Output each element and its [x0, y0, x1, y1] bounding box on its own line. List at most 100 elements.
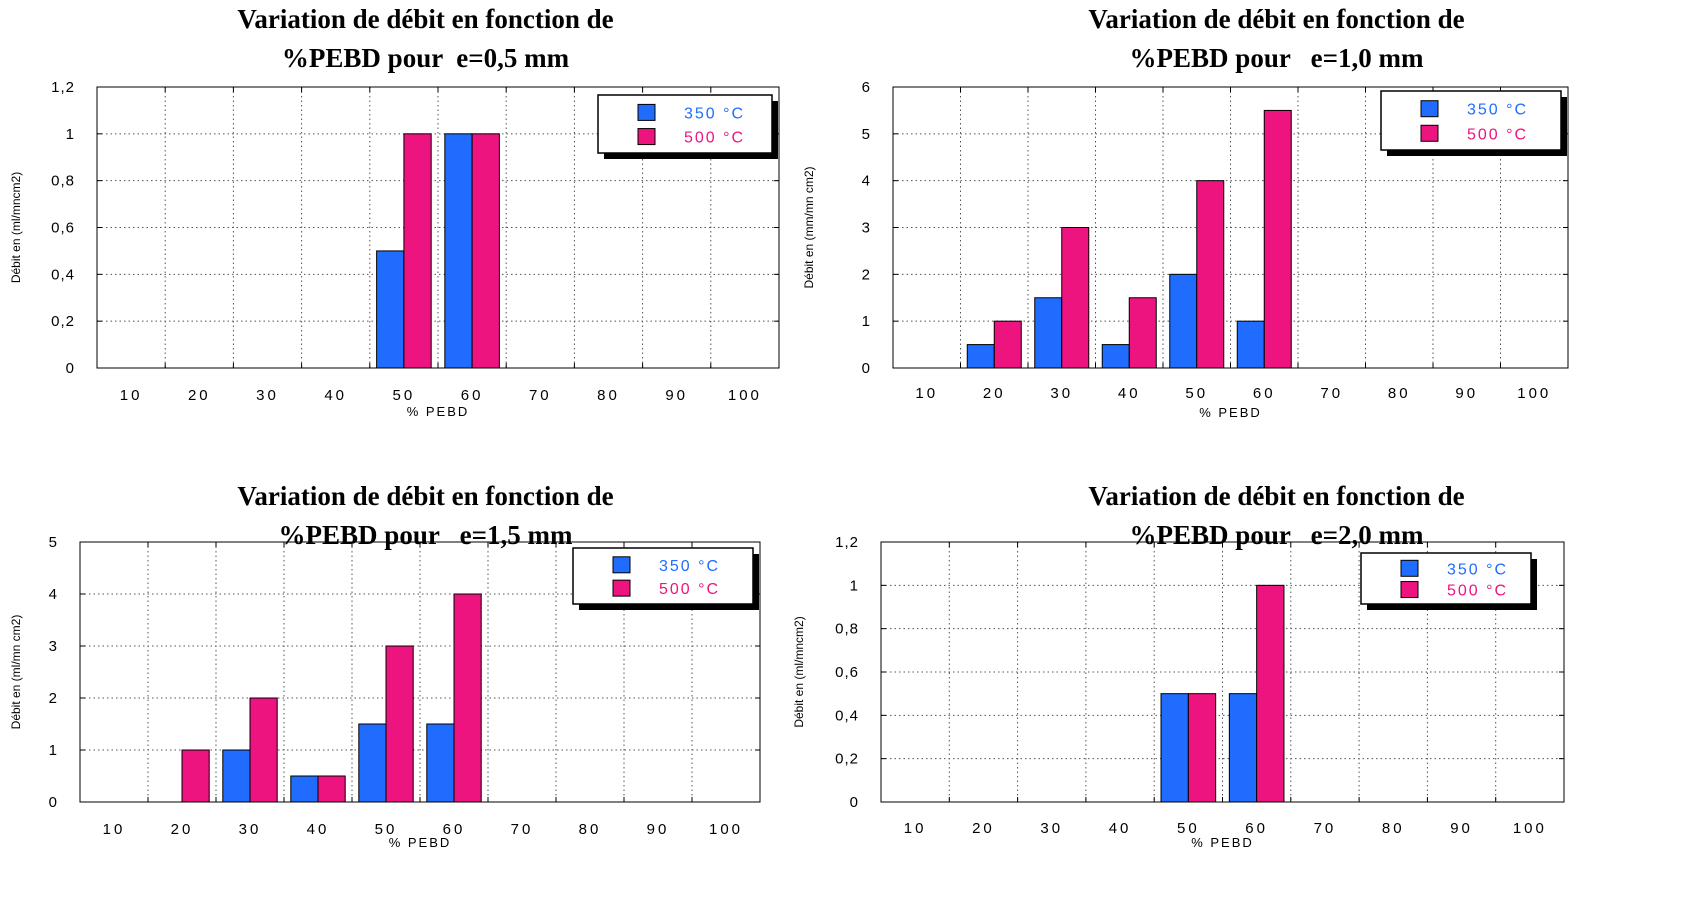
legend-swatch-350 — [637, 103, 656, 121]
y-tick-label: 5 — [49, 534, 58, 551]
y-tick-label: 4 — [49, 586, 58, 603]
x-tick-label: 40 — [324, 387, 347, 404]
bar-500-60 — [453, 593, 482, 803]
chart-title-line1: Variation de débit en fonction de — [237, 481, 614, 511]
chart-plot: 0 1 2 3 4 5 10 20 30 40 50 60 70 80 90 100 % PEBD Débit e… — [9, 534, 761, 850]
y-tick-label: 0 — [850, 794, 859, 811]
x-tick-label: 50 — [1177, 820, 1200, 837]
x-tick-label: 60 — [1253, 385, 1276, 402]
bar-350-20 — [966, 344, 995, 369]
legend-box — [1360, 552, 1532, 605]
y-tick-label: 3 — [49, 638, 58, 655]
x-tick-label: 20 — [972, 820, 995, 837]
x-tick-label: 10 — [103, 821, 126, 838]
y-tick-label: 2 — [862, 266, 871, 283]
x-tick-label: 10 — [915, 385, 938, 402]
x-tick-label: 100 — [709, 821, 743, 838]
bar-350-50 — [376, 250, 405, 369]
bar-500-30 — [1061, 227, 1090, 369]
x-tick-label: 70 — [529, 387, 552, 404]
y-tick-label: 0 — [862, 360, 871, 377]
chart-title: Variation de débit en fonction de %PEBD … — [0, 0, 851, 78]
bar-500-50 — [403, 133, 432, 369]
bar-500-50 — [385, 645, 414, 803]
legend-label-350: 350 °C — [1447, 561, 1508, 578]
x-axis-label: % PEBD — [407, 404, 470, 419]
axis-ticks — [881, 541, 1564, 803]
y-tick-label: 1 — [850, 577, 859, 594]
legend-label-500: 500 °C — [1447, 583, 1508, 600]
legend-swatch-500 — [1420, 124, 1439, 142]
bar-500-40 — [1128, 297, 1157, 369]
y-tick-label: 5 — [862, 126, 871, 143]
x-tick-label: 100 — [1517, 385, 1551, 402]
x-tick-label: 90 — [647, 821, 670, 838]
x-axis-label: % PEBD — [389, 835, 452, 850]
chart-panel-e15: Variation de débit en fonction de %PEBD … — [0, 462, 851, 924]
y-tick-label: 1,2 — [835, 534, 859, 551]
y-tick-label: 0 — [49, 794, 58, 811]
bar-350-30 — [222, 749, 251, 803]
bar-350-30 — [1034, 297, 1063, 369]
legend: 350 °C 500 °C — [1380, 90, 1567, 156]
legend-label-500: 500 °C — [659, 581, 720, 598]
bar-500-40 — [317, 775, 346, 803]
x-tick-label: 30 — [239, 821, 262, 838]
y-tick-label: 0,4 — [51, 266, 75, 283]
chart-title: Variation de débit en fonction de %PEBD … — [851, 477, 1702, 555]
axis-ticks — [80, 541, 760, 803]
bar-350-60 — [426, 723, 455, 803]
x-tick-label: 10 — [120, 387, 143, 404]
chart-plot: 0 0,2 0,4 0,6 0,8 1 1,2 10 20 30 40 50 60 70 80 90 100 % … — [792, 534, 1565, 850]
x-tick-label: 90 — [1455, 385, 1478, 402]
x-tick-label: 90 — [1450, 820, 1473, 837]
chart-title-line2: %PEBD pour e=1,5 mm — [278, 520, 573, 550]
legend-box — [572, 547, 754, 605]
x-tick-label: 100 — [728, 387, 762, 404]
x-tick-label: 80 — [1382, 820, 1405, 837]
bar-350-50 — [1169, 273, 1198, 369]
x-tick-label: 90 — [665, 387, 688, 404]
bar-500-20 — [993, 320, 1022, 369]
y-axis-label: Débit en (ml/mncm2) — [792, 616, 806, 727]
y-tick-label: 0 — [66, 360, 75, 377]
x-tick-label: 20 — [983, 385, 1006, 402]
axis-ticks — [893, 86, 1568, 369]
y-axis-label: Débit en (mm/mn cm2) — [802, 166, 816, 288]
x-tick-label: 70 — [1320, 385, 1343, 402]
legend: 350 °C 500 °C — [572, 547, 759, 610]
y-tick-label: 0,6 — [835, 664, 859, 681]
x-tick-label: 80 — [597, 387, 620, 404]
legend-swatch-500 — [1400, 581, 1419, 599]
y-tick-label: 0,2 — [835, 751, 859, 768]
x-tick-label: 60 — [461, 387, 484, 404]
bar-500-50 — [1196, 180, 1225, 369]
x-axis-label: % PEBD — [1199, 405, 1262, 420]
bars — [966, 109, 1292, 369]
y-tick-label: 4 — [862, 173, 871, 190]
y-tick-label: 3 — [862, 220, 871, 237]
y-tick-label: 0,6 — [51, 220, 75, 237]
legend-label-350: 350 °C — [1467, 102, 1528, 119]
y-axis-label: Débit en (ml/mncm2) — [9, 172, 23, 283]
y-tick-label: 1 — [862, 313, 871, 330]
x-tick-label: 20 — [171, 821, 194, 838]
chart-title-line1: Variation de débit en fonction de — [1088, 481, 1465, 511]
chart-title-line2: %PEBD pour e=0,5 mm — [281, 43, 570, 73]
x-tick-label: 50 — [393, 387, 416, 404]
legend-swatch-500 — [612, 579, 631, 597]
chart-title-line1: Variation de débit en fonction de — [237, 4, 614, 34]
bar-350-40 — [290, 775, 319, 803]
bar-500-30 — [249, 697, 278, 803]
chart-plot: 0 0,2 0,4 0,6 0,8 1 1,2 10 20 30 40 50 60 70 80 90 100 % … — [9, 79, 780, 419]
bars — [1160, 584, 1285, 803]
x-tick-label: 20 — [188, 387, 211, 404]
x-tick-label: 60 — [443, 821, 466, 838]
legend-swatch-350 — [612, 556, 631, 574]
chart-title: Variation de débit en fonction de %PEBD … — [0, 477, 851, 555]
x-tick-label: 80 — [579, 821, 602, 838]
y-tick-label: 0,8 — [51, 173, 75, 190]
x-tick-label: 30 — [1050, 385, 1073, 402]
legend: 350 °C 500 °C — [1360, 552, 1537, 610]
chart-plot: 0 1 2 3 4 5 6 10 20 30 40 50 60 70 80 90 100 % PEBD Débit … — [802, 79, 1569, 420]
